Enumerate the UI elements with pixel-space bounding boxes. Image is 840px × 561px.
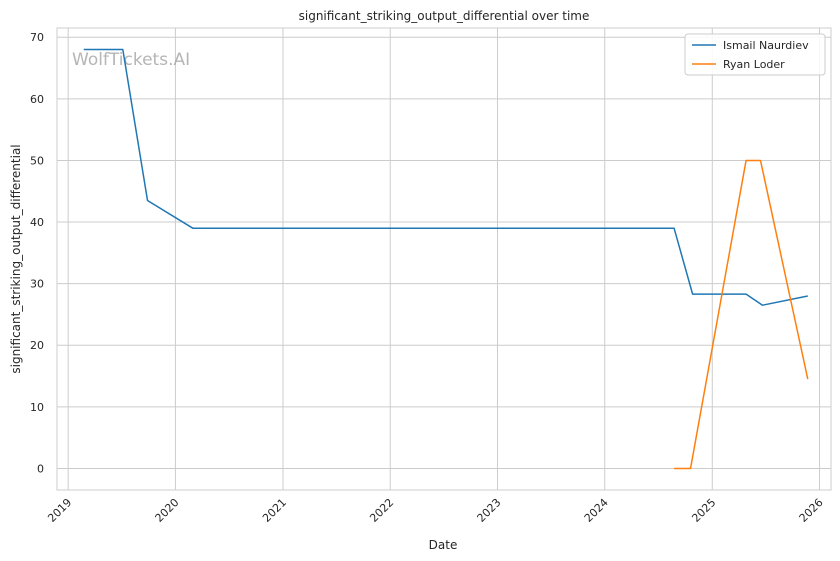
- x-tick-label: 2019: [45, 496, 74, 525]
- legend: Ismail Naurdiev Ryan Loder: [684, 33, 826, 76]
- x-tick-label: 2022: [367, 496, 396, 525]
- x-tick-label: 2021: [260, 496, 289, 525]
- x-tick-label: 2024: [582, 496, 611, 525]
- series-line-2: [674, 159, 809, 470]
- x-tick-label: 2025: [689, 496, 718, 525]
- series-layer: [83, 48, 809, 470]
- y-tick-label: 50: [30, 154, 44, 167]
- y-tick-label: 40: [30, 216, 44, 229]
- y-tick-label: 20: [30, 339, 44, 352]
- x-tick-label: 2023: [475, 496, 504, 525]
- x-tick-label: 2020: [153, 496, 182, 525]
- legend-box: [684, 33, 826, 76]
- chart-title: significant_striking_output_differential…: [299, 9, 590, 23]
- y-tick-label: 30: [30, 278, 44, 291]
- y-tick-label: 10: [30, 401, 44, 414]
- plot-frame: [56, 27, 832, 491]
- plot-area: [57, 28, 831, 490]
- y-tick-label: 70: [30, 31, 44, 44]
- y-tick-label: 0: [37, 462, 44, 475]
- x-tick-label: 2026: [797, 496, 826, 525]
- y-axis-label: significant_striking_output_differential: [9, 144, 23, 373]
- watermark: WolfTickets.AI: [72, 50, 190, 70]
- legend-label-series-1: Ismail Naurdiev: [723, 39, 809, 52]
- series-line-1: [83, 48, 808, 306]
- x-tick-labels: 2019 2020 2021 2022 2023 2024 2025 2026: [45, 496, 825, 525]
- y-tick-label: 60: [30, 93, 44, 106]
- y-tick-labels: 0 10 20 30 40 50 60 70: [30, 31, 44, 475]
- x-axis-label: Date: [429, 538, 458, 552]
- legend-label-series-2: Ryan Loder: [723, 58, 785, 71]
